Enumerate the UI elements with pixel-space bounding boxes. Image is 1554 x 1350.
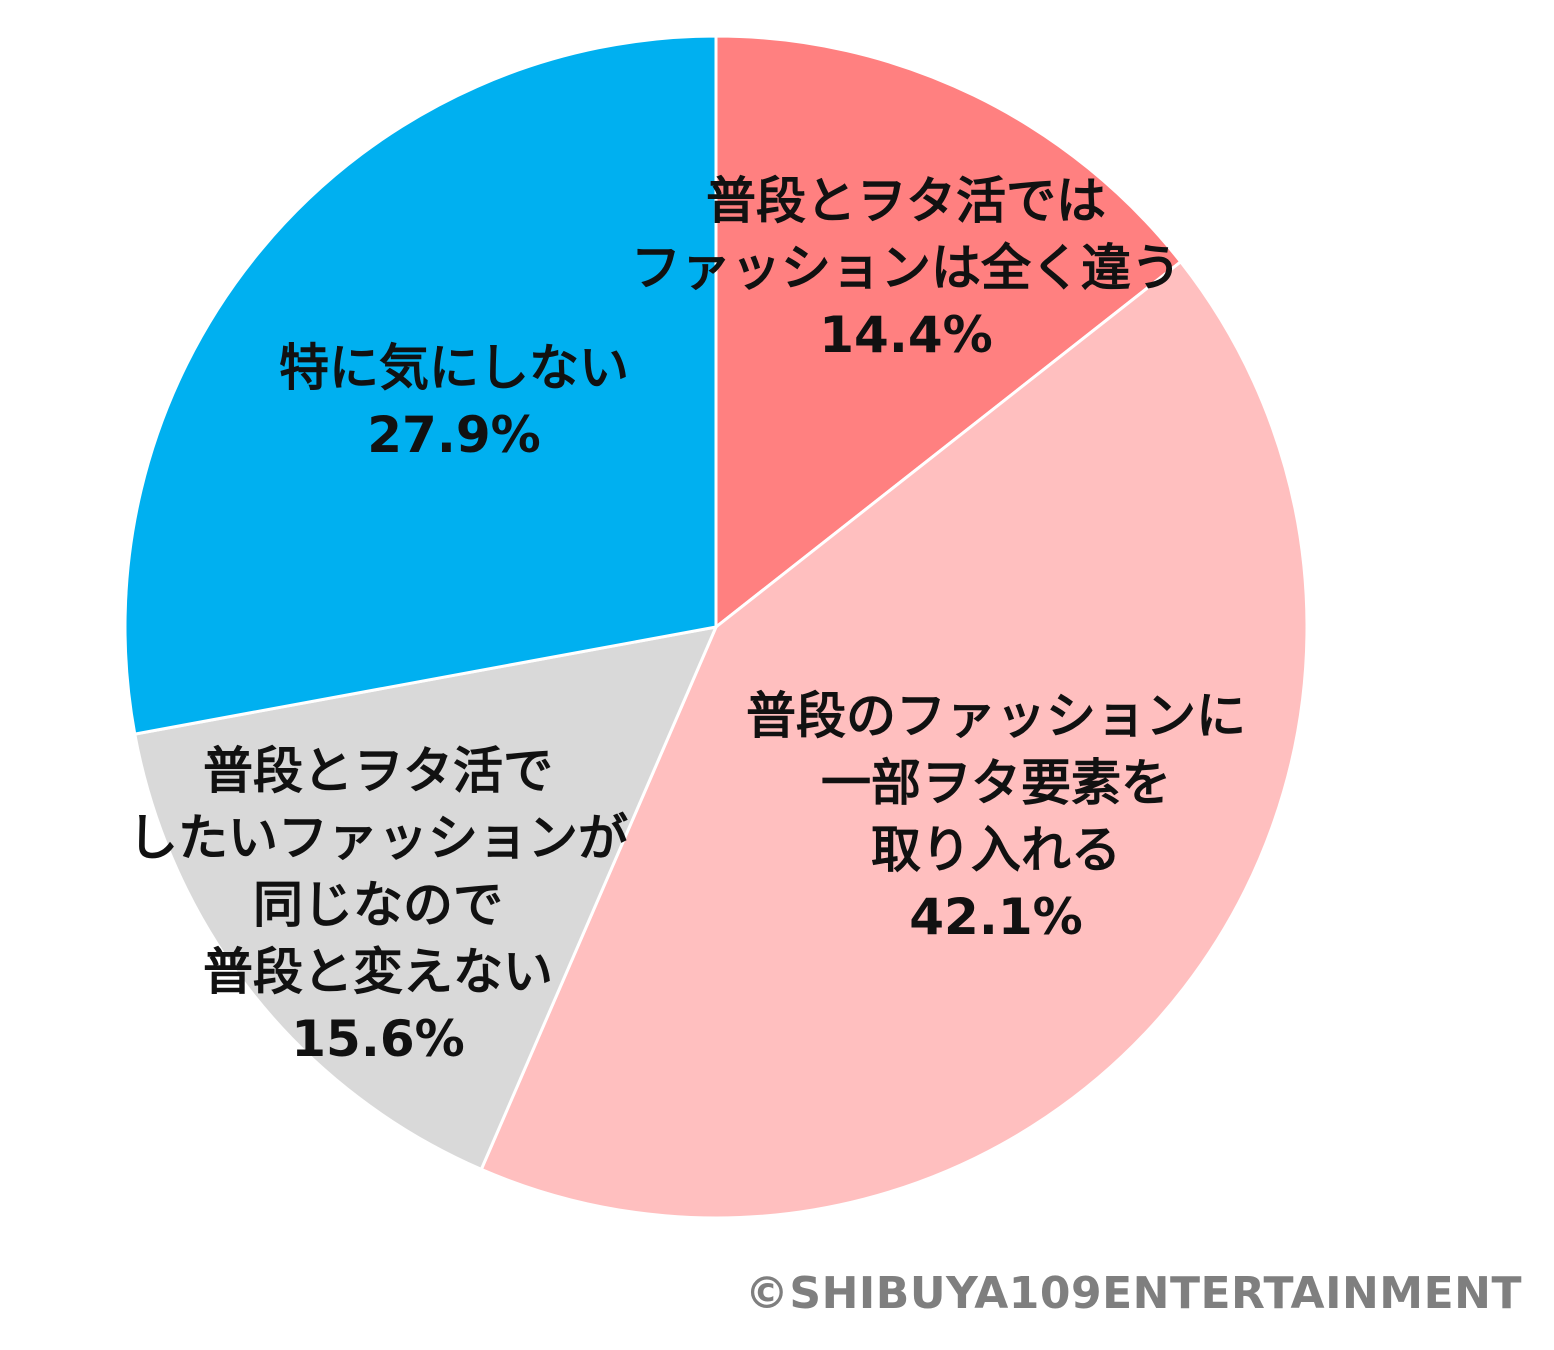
slice-label-2: 普段のファッションに一部ヲタ要素を取り入れる 42.1%	[746, 687, 1246, 946]
pie-slice-3	[133, 625, 718, 1171]
slice-label-line: 一部ヲタ要素を	[821, 754, 1171, 812]
slice-label-3: 普段とヲタ活でしたいファッションが同じなので普段と変えない 15.6%	[128, 742, 628, 1068]
slice-label-line: したいファッションが	[128, 809, 628, 867]
slice-label-4: 特に気にしない 27.9%	[279, 339, 629, 464]
slice-label-line: ファッションは全く違う	[631, 239, 1181, 297]
slice-label-1: 普段とヲタ活ではファッションは全く違う 14.4%	[631, 172, 1181, 364]
copyright-text: ©SHIBUYA109ENTERTAINMENT	[744, 1268, 1522, 1319]
slice-label-line: 普段とヲタ活では	[706, 172, 1106, 230]
slice-value-1: 14.4%	[819, 306, 992, 364]
slice-label-line: 普段のファッションに	[746, 687, 1246, 745]
slice-label-line: 取り入れる	[871, 821, 1121, 879]
slice-value-4: 27.9%	[367, 406, 540, 464]
pie-slice-4	[123, 34, 718, 736]
pie-slices	[123, 34, 1309, 1220]
pie-slice-1	[714, 34, 1183, 629]
slice-value-3: 15.6%	[291, 1010, 464, 1068]
slice-label-line: 普段と変えない	[203, 943, 553, 1001]
slice-label-line: 特に気にしない	[279, 339, 629, 397]
pie-slice-2	[479, 260, 1309, 1220]
pie-labels: 普段とヲタ活ではファッションは全く違う 14.4% 普段のファッションに一部ヲタ要素…	[128, 172, 1246, 1068]
slice-value-2: 42.1%	[909, 888, 1082, 946]
slice-label-line: 普段とヲタ活で	[203, 742, 553, 800]
slice-label-line: 同じなので	[253, 876, 503, 934]
